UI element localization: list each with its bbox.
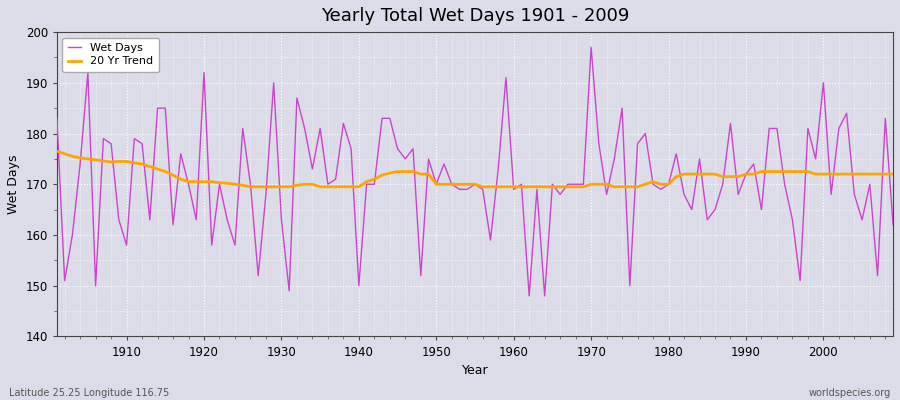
20 Yr Trend xyxy=(292,183,302,188)
Text: worldspecies.org: worldspecies.org xyxy=(809,388,891,398)
Wet Days xyxy=(524,294,535,298)
Line: Wet Days: Wet Days xyxy=(57,47,893,296)
Wet Days xyxy=(887,222,898,227)
20 Yr Trend xyxy=(338,184,349,189)
Wet Days xyxy=(330,177,341,182)
20 Yr Trend xyxy=(508,184,519,189)
20 Yr Trend xyxy=(516,184,526,189)
20 Yr Trend xyxy=(887,172,898,176)
Wet Days xyxy=(586,45,597,50)
Y-axis label: Wet Days: Wet Days xyxy=(7,154,20,214)
X-axis label: Year: Year xyxy=(462,364,489,377)
Wet Days xyxy=(500,75,511,80)
20 Yr Trend xyxy=(245,184,256,189)
Legend: Wet Days, 20 Yr Trend: Wet Days, 20 Yr Trend xyxy=(62,38,159,72)
Line: 20 Yr Trend: 20 Yr Trend xyxy=(57,151,893,187)
Wet Days xyxy=(508,187,519,192)
20 Yr Trend xyxy=(609,184,620,189)
Title: Yearly Total Wet Days 1901 - 2009: Yearly Total Wet Days 1901 - 2009 xyxy=(320,7,629,25)
Text: Latitude 25.25 Longitude 116.75: Latitude 25.25 Longitude 116.75 xyxy=(9,388,169,398)
20 Yr Trend xyxy=(51,149,62,154)
Wet Days xyxy=(51,116,62,121)
Wet Days xyxy=(113,217,124,222)
Wet Days xyxy=(284,288,294,293)
Wet Days xyxy=(616,106,627,110)
20 Yr Trend xyxy=(113,159,124,164)
